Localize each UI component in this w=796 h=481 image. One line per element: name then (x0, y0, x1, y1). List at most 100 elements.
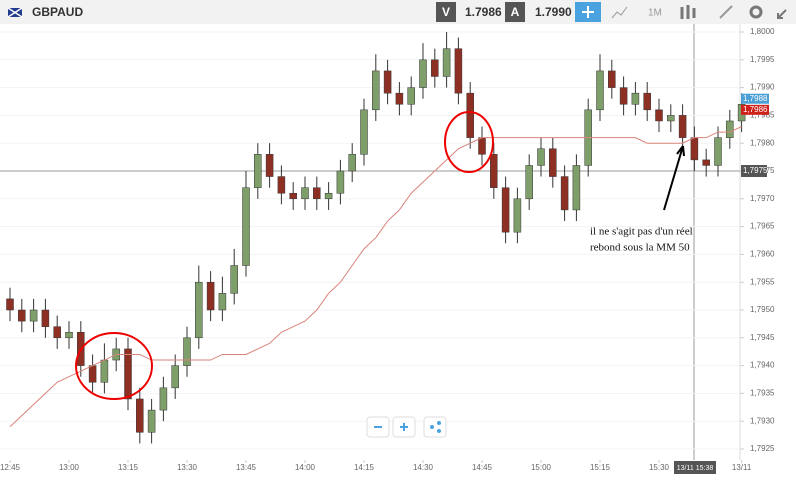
arrow (663, 145, 685, 211)
crosshair-y-tag (741, 165, 767, 177)
candle-body (407, 87, 415, 105)
candle-body (454, 48, 463, 94)
candle-body (218, 293, 227, 311)
draw-button[interactable] (719, 5, 733, 19)
buy-button[interactable] (505, 2, 525, 22)
settings-button[interactable] (749, 5, 763, 19)
symbol: GBPAUD (32, 5, 83, 19)
candle-body (643, 92, 651, 111)
crosshair-y-label: 1,7975 (743, 166, 768, 175)
x-tick-label: 15:00 (531, 463, 552, 472)
annotation: il ne s'agit pas d'un réel (590, 226, 693, 238)
x-tick-label: 14:00 (295, 463, 316, 472)
candle-body (631, 92, 640, 105)
price-tag-label: 1,7986 (743, 105, 768, 114)
candle-body (88, 365, 97, 383)
y-tick-label: 1,7935 (750, 389, 775, 398)
candle-body (336, 170, 345, 194)
candle-body (348, 154, 356, 172)
flag-cross (7, 7, 23, 18)
share[interactable] (423, 416, 447, 438)
share-icon (437, 421, 441, 425)
candle-body (230, 265, 238, 294)
y-tick-label: 1,7965 (750, 222, 775, 231)
candle-body (18, 309, 26, 322)
candle-body (596, 70, 604, 111)
buy-price: 1.7990 (535, 5, 572, 19)
candle-body (372, 70, 380, 111)
y-tick-label: 1,7990 (750, 83, 775, 92)
candle-body (655, 109, 663, 122)
candle-body (171, 365, 179, 389)
crosshair-x-label: 13/11 15:38 (677, 465, 714, 472)
candle-body (501, 187, 510, 233)
x-tick-label: 14:45 (472, 463, 493, 472)
candle-body (619, 87, 628, 105)
share-icon (430, 425, 434, 429)
buy-label: A (511, 5, 520, 19)
candle-body (678, 115, 687, 138)
x-tick-label: 14:30 (413, 463, 434, 472)
candle-body (324, 192, 333, 200)
price-tag (741, 104, 769, 115)
x-tick-label: 15:30 (649, 463, 670, 472)
candle-body (6, 298, 14, 311)
y-tick-label: 1,7960 (750, 250, 775, 259)
candle-body (478, 137, 486, 155)
candle-body (41, 309, 50, 327)
candle-body (690, 137, 699, 161)
candle-body (360, 109, 368, 155)
candle-body (549, 148, 557, 177)
y-tick-label: 1,7985 (750, 111, 775, 120)
y-tick-label: 1,7995 (750, 55, 775, 64)
share-icon (437, 429, 441, 433)
collapse-button[interactable] (777, 9, 787, 19)
candle-body (537, 148, 545, 166)
crosshair-x-tag (674, 461, 716, 474)
x-tick-label: 13:15 (118, 463, 139, 472)
indicator-button[interactable] (611, 6, 628, 19)
sell-label: V (442, 5, 450, 19)
candle-body (726, 120, 734, 138)
candle-body (431, 59, 439, 77)
y-tick-label: 1,7925 (750, 444, 775, 453)
candle-body (466, 92, 474, 138)
candle-body (419, 59, 427, 88)
highlight-circle (444, 111, 494, 173)
candle-body (714, 137, 722, 166)
candle-body (65, 331, 73, 339)
candle-body (490, 154, 498, 188)
candle-body (53, 326, 61, 339)
candle-body (572, 165, 581, 211)
candle-body (147, 409, 156, 433)
candle-body (183, 337, 191, 366)
candle-body (100, 359, 109, 383)
candle-body (395, 92, 404, 105)
toolbar (0, 0, 796, 24)
candle-body (301, 187, 309, 200)
y-tick-label: 1,7955 (750, 277, 775, 286)
chart-type-button[interactable] (680, 5, 696, 19)
timeframe[interactable]: 1M (648, 8, 662, 19)
candle-body (513, 198, 522, 233)
candle-body (159, 387, 168, 411)
candle-body (29, 309, 38, 322)
candle-body (124, 348, 132, 400)
sell-price: 1.7986 (465, 5, 502, 19)
candle-body (277, 176, 286, 194)
candle-body (608, 70, 616, 88)
annotation: rebond sous la MM 50 (590, 242, 690, 254)
candle-body (667, 115, 675, 122)
candle-body (195, 281, 203, 339)
y-tick-label: 1,7970 (750, 194, 775, 203)
plot: 1,7925 1,7930 1,7935 1,7940 1,7945 1,7950 1,79… (0, 27, 775, 472)
x-tick-label: 13/11 (732, 463, 752, 472)
candle-body (525, 165, 533, 200)
sell-button[interactable] (436, 2, 456, 22)
candle-body (442, 48, 451, 77)
candle-body (136, 398, 144, 433)
y-tick-label: 1,7950 (750, 305, 775, 314)
candle-body (206, 281, 215, 311)
candle-body (383, 70, 392, 94)
candle-body (313, 187, 321, 200)
